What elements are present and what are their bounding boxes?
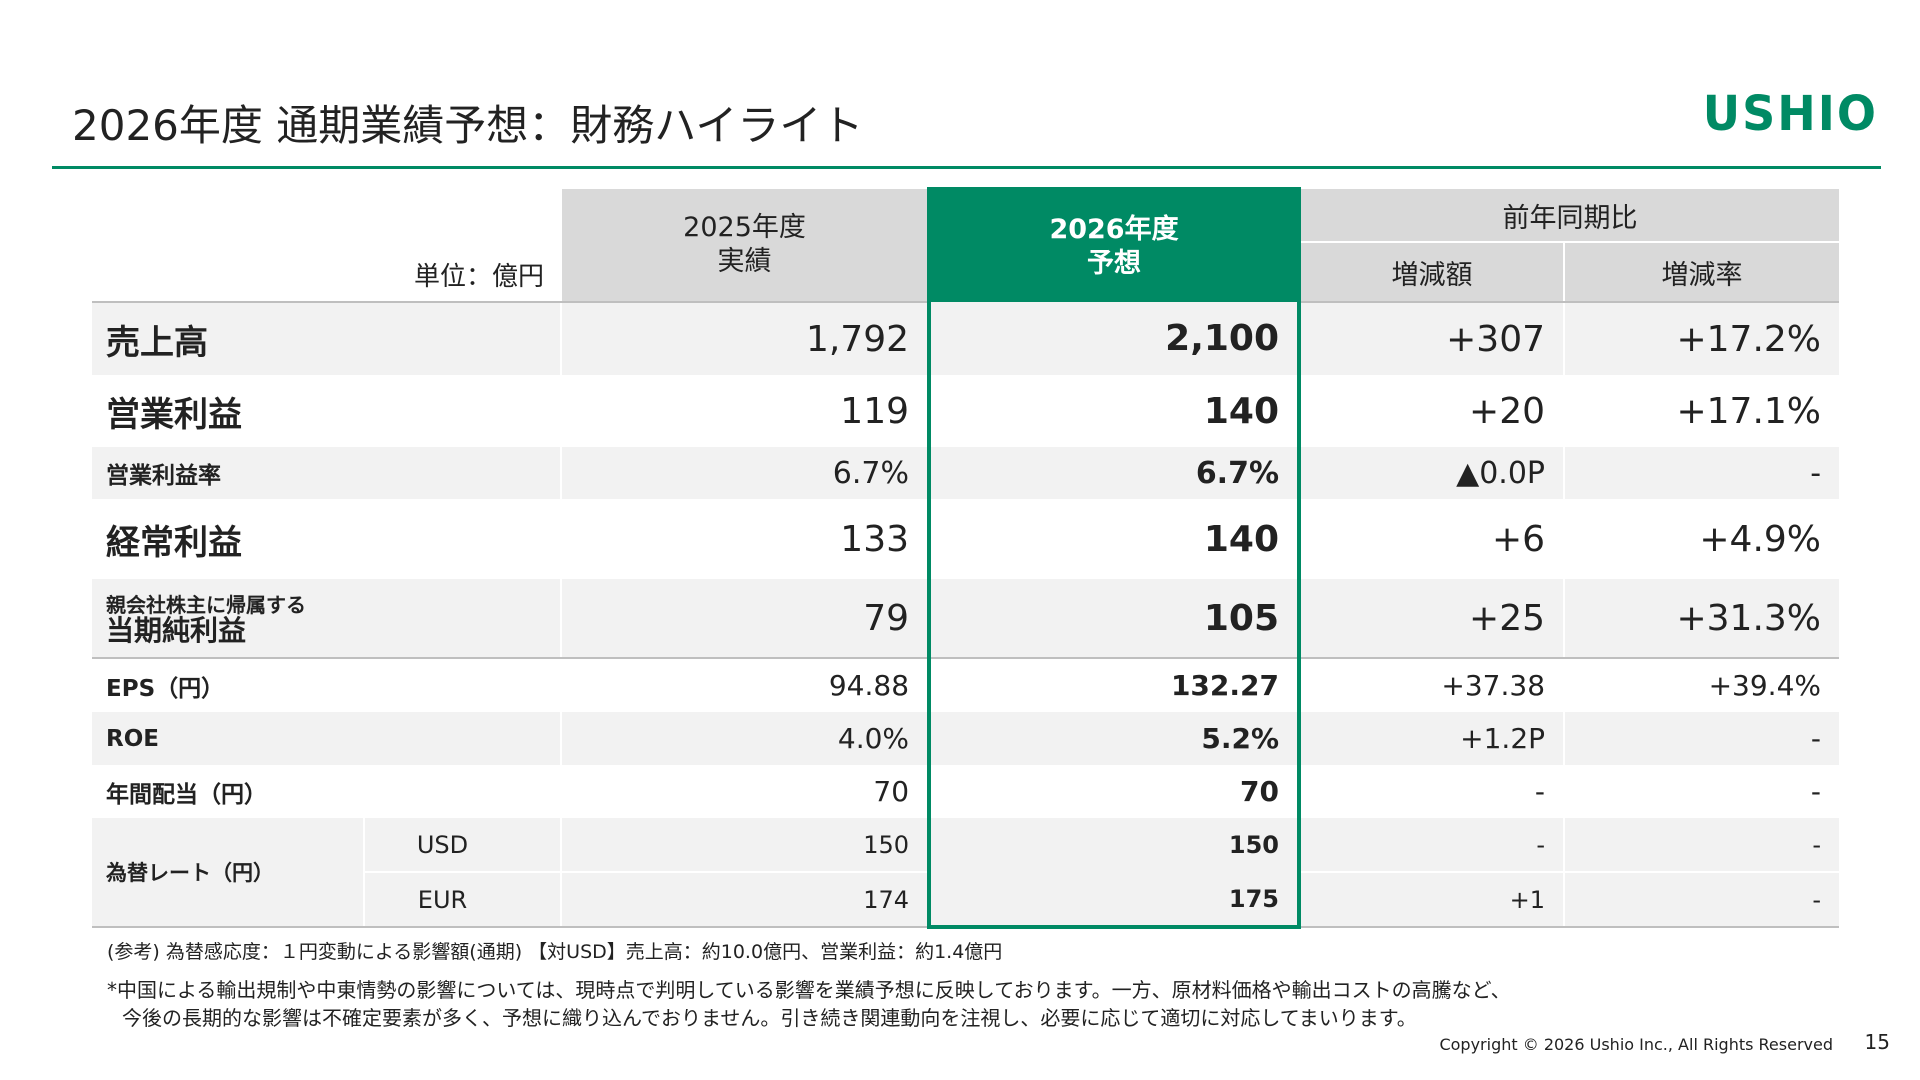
row-label-line1: 親会社株主に帰属する xyxy=(106,593,306,617)
table-row: EPS（円） 94.88 132.27 +37.38 +39.4% xyxy=(92,658,1840,712)
cell-2026: 70 xyxy=(927,765,1302,818)
row-label: 経常利益 xyxy=(92,499,562,579)
fx-sensitivity-note: (参考) 為替感応度：１円変動による影響額(通期) 【対USD】売上高：約10.… xyxy=(107,941,1003,963)
cell-change: +25 xyxy=(1299,579,1565,659)
cell-2025: 133 xyxy=(560,499,930,579)
cell-2025: 1,792 xyxy=(560,302,930,375)
table-row: 為替レート（円） USD 150 150 - - xyxy=(92,818,1840,928)
remark-line2: 今後の長期的な影響は不確定要素が多く、予想に織り込んでおりません。引き続き関連動… xyxy=(122,1006,1417,1030)
header-2026-year: 2026年度 xyxy=(1049,213,1179,245)
header-2025-actual: 2025年度 実績 xyxy=(560,189,930,303)
cell-2025: 150 xyxy=(560,818,930,873)
cell-2026: 2,100 xyxy=(927,302,1302,375)
header-change-amount: 増減額 xyxy=(1298,242,1565,303)
cell-change: +1 xyxy=(1299,872,1565,928)
row-label: 親会社株主に帰属する 当期純利益 xyxy=(92,579,562,659)
ushio-logo: USHIO xyxy=(1702,84,1878,142)
header-2025-year: 2025年度 xyxy=(683,212,806,243)
cell-rate: - xyxy=(1563,447,1840,499)
financial-highlights-table: 単位：億円 2025年度 実績 2026年度 予想 前年同期比 増減額 増減率 … xyxy=(92,187,1840,929)
table-row: 親会社株主に帰属する 当期純利益 79 105 +25 +31.3% xyxy=(92,579,1840,659)
cell-rate: +39.4% xyxy=(1563,658,1840,712)
cell-rate: - xyxy=(1563,712,1840,765)
currency-eur: EUR xyxy=(362,872,562,928)
cell-change: +37.38 xyxy=(1299,658,1565,712)
row-label: 為替レート（円） xyxy=(92,818,364,928)
cell-change: +307 xyxy=(1299,302,1565,375)
cell-2025: 70 xyxy=(560,765,930,818)
row-label: 営業利益率 xyxy=(92,447,562,499)
cell-2025: 174 xyxy=(560,872,930,928)
header-yoy: 前年同期比 xyxy=(1298,189,1840,243)
table-row: 年間配当（円） 70 70 - - xyxy=(92,765,1840,818)
cell-rate: - xyxy=(1563,818,1840,873)
cell-change: +1.2P xyxy=(1299,712,1565,765)
cell-change: +20 xyxy=(1299,375,1565,447)
cell-change: ▲0.0P xyxy=(1299,447,1565,499)
currency-usd: USD xyxy=(362,818,562,873)
row-label-line2: 当期純利益 xyxy=(106,614,247,647)
row-label: EPS（円） xyxy=(92,658,562,712)
header-2026-type: 予想 xyxy=(1087,247,1142,279)
copyright: Copyright © 2026 Ushio Inc., All Rights … xyxy=(1439,1035,1833,1054)
row-label: 売上高 xyxy=(92,302,562,375)
table-row: 営業利益 119 140 +20 +17.1% xyxy=(92,375,1840,447)
cell-2026: 140 xyxy=(927,499,1302,579)
table-row: EUR 174 175 +1 - xyxy=(92,872,1840,929)
row-label: ROE xyxy=(92,712,562,765)
cell-rate: +17.2% xyxy=(1563,302,1840,375)
cell-rate: +17.1% xyxy=(1563,375,1840,447)
cell-2025: 79 xyxy=(560,579,930,659)
cell-rate: +31.3% xyxy=(1563,579,1840,659)
cell-2026: 132.27 xyxy=(927,658,1302,712)
cell-2026: 5.2% xyxy=(927,712,1302,765)
table-row: ROE 4.0% 5.2% +1.2P - xyxy=(92,712,1840,765)
title-divider xyxy=(52,166,1881,169)
cell-change: - xyxy=(1299,818,1565,873)
cell-2025: 6.7% xyxy=(560,447,930,499)
forecast-remark: *中国による輸出規制や中東情勢の影響については、現時点で判明している影響を業績予… xyxy=(107,976,1511,1032)
header-2026-forecast: 2026年度 予想 xyxy=(927,187,1302,302)
cell-rate: - xyxy=(1563,765,1840,818)
cell-change: - xyxy=(1299,765,1565,818)
header-change-rate: 増減率 xyxy=(1563,242,1840,303)
cell-2026: 150 xyxy=(927,818,1302,872)
table-row: 売上高 1,792 2,100 +307 +17.2% xyxy=(92,302,1840,375)
page-number: 15 xyxy=(1864,1030,1890,1054)
cell-2025: 94.88 xyxy=(560,658,930,712)
cell-2026: 105 xyxy=(927,579,1302,659)
cell-rate: +4.9% xyxy=(1563,499,1840,579)
cell-2026: 175 xyxy=(927,872,1302,929)
header-2025-type: 実績 xyxy=(717,246,772,277)
cell-2025: 119 xyxy=(560,375,930,447)
remark-line1: *中国による輸出規制や中東情勢の影響については、現時点で判明している影響を業績予… xyxy=(107,978,1511,1002)
cell-change: +6 xyxy=(1299,499,1565,579)
cell-2026: 140 xyxy=(927,375,1302,447)
unit-label: 単位：億円 xyxy=(92,189,562,303)
cell-rate: - xyxy=(1563,872,1840,928)
table-row: 経常利益 133 140 +6 +4.9% xyxy=(92,499,1840,579)
table-row: 営業利益率 6.7% 6.7% ▲0.0P - xyxy=(92,447,1840,499)
cell-2025: 4.0% xyxy=(560,712,930,765)
page-title: 2026年度 通期業績予想：財務ハイライト xyxy=(72,101,864,150)
row-label: 年間配当（円） xyxy=(92,765,562,818)
cell-2026: 6.7% xyxy=(927,447,1302,499)
row-label: 営業利益 xyxy=(92,375,562,447)
